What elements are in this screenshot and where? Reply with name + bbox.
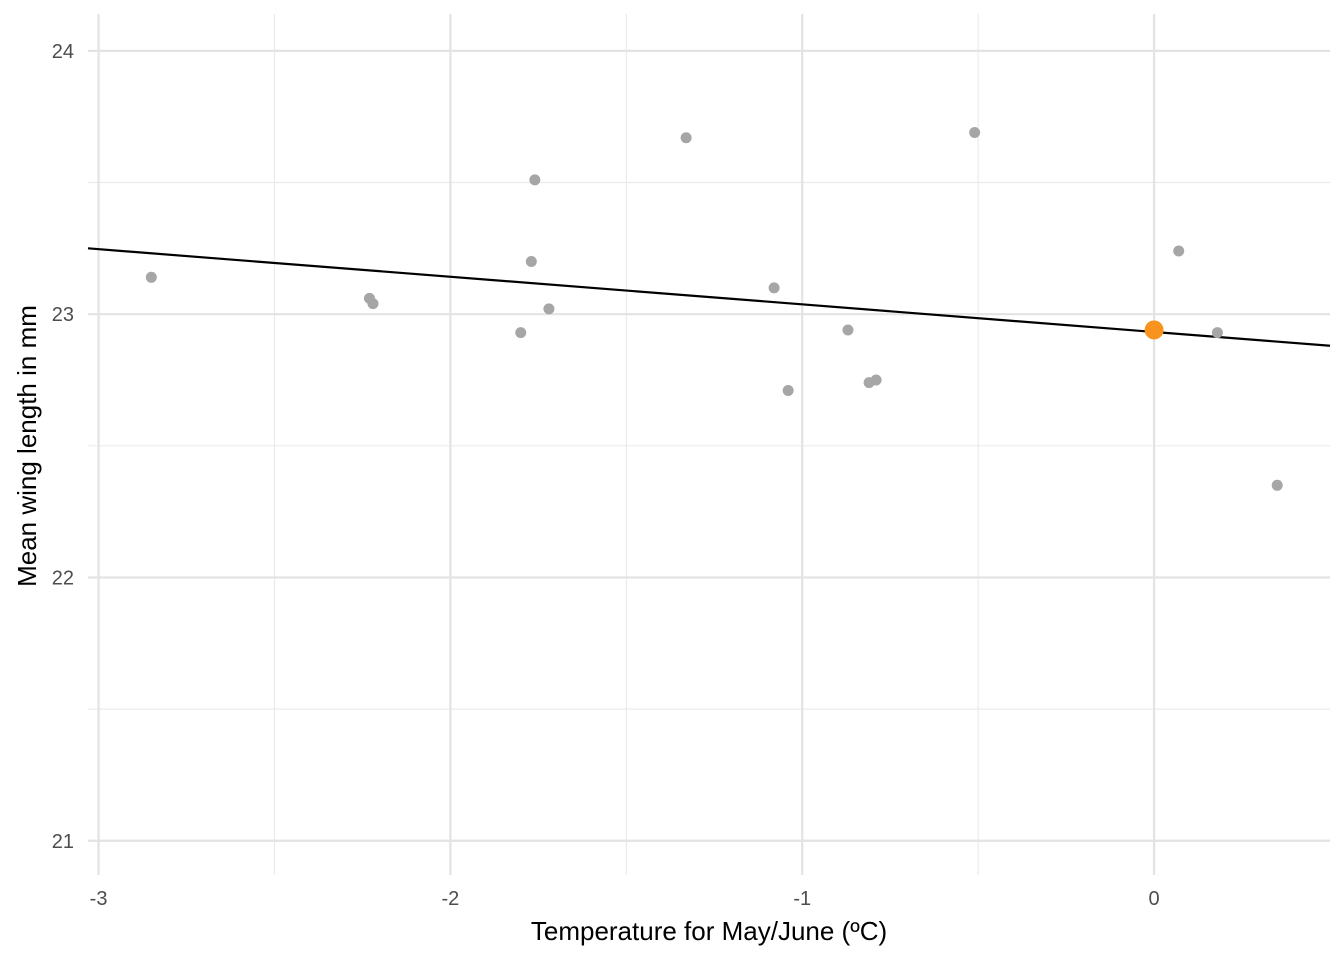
x-tick-label: -2 xyxy=(441,888,459,910)
x-tick-label: -3 xyxy=(90,888,108,910)
y-tick-label: 24 xyxy=(52,41,74,63)
major-grid xyxy=(88,14,1330,875)
highlighted-data-point xyxy=(1144,320,1164,340)
x-axis-tick-labels: -3 -2 -1 0 xyxy=(90,888,1160,910)
data-point xyxy=(1211,327,1223,339)
points-group xyxy=(145,126,1283,491)
regression-line xyxy=(87,247,1331,347)
data-point xyxy=(515,327,527,339)
y-tick-label: 22 xyxy=(52,567,74,589)
data-point xyxy=(543,303,555,315)
data-point xyxy=(529,174,541,186)
data-point xyxy=(680,132,692,144)
data-point xyxy=(525,256,537,268)
data-point xyxy=(1173,245,1185,257)
minor-grid xyxy=(88,14,1330,875)
y-tick-label: 21 xyxy=(52,831,74,853)
y-axis-tick-labels: 21 22 23 24 xyxy=(52,41,74,853)
data-point xyxy=(870,374,882,386)
y-axis-title: Mean wing length in mm xyxy=(12,305,42,587)
x-tick-label: -1 xyxy=(793,888,811,910)
data-point xyxy=(969,126,981,138)
data-point xyxy=(768,282,780,294)
y-tick-label: 23 xyxy=(52,304,74,326)
x-tick-label: 0 xyxy=(1149,888,1160,910)
trend-line-group xyxy=(87,247,1331,347)
data-point xyxy=(842,324,854,336)
data-point xyxy=(782,385,794,397)
x-axis-title: Temperature for May/June (ºC) xyxy=(531,916,887,946)
data-point xyxy=(1271,479,1283,491)
data-point xyxy=(367,298,379,310)
data-point xyxy=(145,271,157,283)
